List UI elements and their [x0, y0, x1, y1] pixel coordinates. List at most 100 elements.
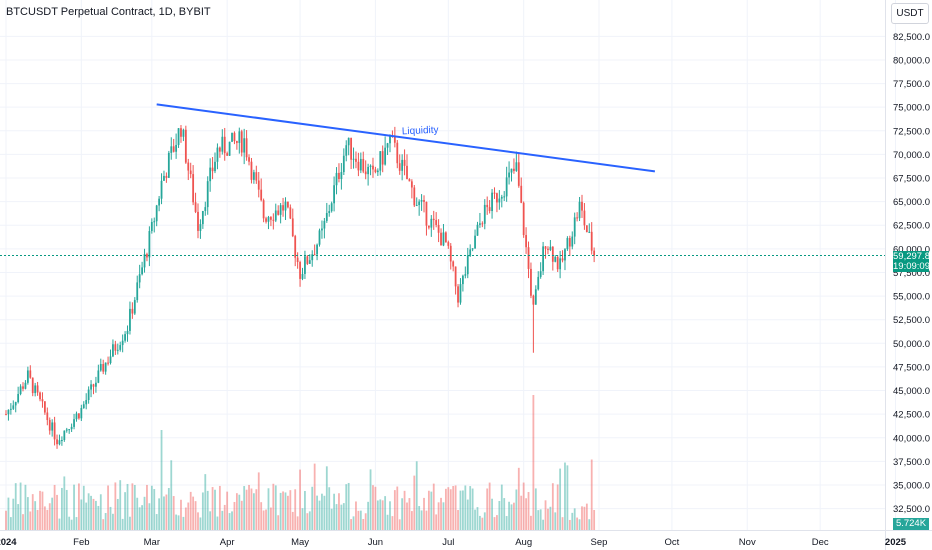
candle-body — [374, 169, 377, 173]
candle-body — [321, 228, 323, 231]
candle-body — [199, 224, 202, 231]
volume-bar — [372, 485, 374, 530]
volume-bar — [14, 483, 17, 530]
candle-body — [556, 256, 559, 270]
candle-body — [573, 217, 576, 237]
currency-selector[interactable]: USDT — [891, 3, 929, 24]
candle-body — [532, 295, 535, 305]
volume-bar — [197, 512, 199, 530]
volume-bar — [248, 484, 250, 530]
price-axis[interactable]: 32,500.0 35,000.0 37,500.0 40,000.0 42,500.0… — [893, 32, 930, 515]
price-tick-label: 40,000.0 — [893, 433, 930, 444]
volume-bar — [136, 497, 139, 530]
candle-body — [578, 201, 581, 219]
volume-bar — [17, 504, 20, 530]
candle-body — [423, 200, 425, 202]
volume-bar — [316, 495, 318, 530]
volume-bar — [9, 517, 12, 530]
volume-bar — [199, 517, 202, 530]
candle-body — [508, 172, 510, 178]
candle-body — [182, 129, 185, 137]
candle-body — [240, 131, 243, 153]
candle-body — [571, 236, 574, 247]
time-tick-label: 2024 — [0, 537, 17, 548]
volume-bar — [29, 511, 32, 530]
candle-body — [63, 430, 66, 440]
price-tick-label: 32,500.0 — [893, 504, 930, 515]
volume-bar — [551, 483, 554, 530]
volume-bar — [588, 519, 591, 530]
candle-body — [367, 166, 370, 175]
candle-body — [124, 334, 126, 341]
candle-body — [231, 132, 233, 142]
candle-body — [483, 204, 486, 224]
candle-body — [216, 147, 219, 162]
candle-body — [265, 218, 267, 222]
volume-bar — [510, 504, 513, 530]
candle-body — [31, 377, 34, 394]
volume-bar — [245, 489, 248, 530]
candle-body — [369, 165, 372, 167]
candle-body — [116, 349, 119, 351]
candle-body — [51, 422, 54, 431]
volume-bar — [566, 465, 569, 530]
price-tick-label: 77,500.0 — [893, 79, 930, 90]
volume-bar — [267, 488, 270, 530]
candle-body — [299, 261, 301, 279]
volume-bar — [216, 516, 219, 530]
volume-bar — [155, 514, 158, 530]
volume-bar — [284, 492, 287, 530]
candle-body — [544, 246, 547, 249]
trendline[interactable] — [156, 103, 656, 173]
candle-body — [345, 145, 348, 156]
volume-bar — [148, 503, 151, 530]
price-tick-label: 62,500.0 — [893, 221, 930, 232]
candle-body — [282, 205, 284, 211]
candle-body — [304, 256, 306, 274]
candle-body — [129, 308, 131, 331]
candle-body — [338, 172, 340, 180]
volume-bar — [36, 509, 39, 530]
candle-body — [352, 158, 355, 160]
volume-bar — [564, 462, 566, 530]
candle-body — [364, 171, 367, 175]
candle-body — [107, 362, 109, 364]
candle-body — [150, 222, 153, 232]
candle-body — [381, 151, 384, 165]
candle-body — [167, 152, 170, 178]
volume-bar — [308, 511, 311, 530]
volume-bar — [153, 489, 156, 530]
candle-body — [29, 370, 32, 378]
volume-bar — [226, 491, 229, 530]
candle-body — [204, 207, 207, 211]
candle-body — [520, 185, 523, 203]
chart-title: BTCUSDT Perpetual Contract, 1D, BYBIT — [6, 6, 211, 18]
candle-body — [267, 217, 270, 222]
volume-bar — [301, 508, 304, 530]
candle-body — [376, 170, 379, 173]
volume-bar — [418, 506, 421, 530]
volume-bar — [437, 502, 440, 530]
candle-body — [313, 254, 316, 256]
time-axis[interactable]: 2024 Feb Mar Apr May Jun Jul Aug Sep Oct Nov Dec 202… — [0, 537, 907, 548]
volume-bar — [364, 513, 367, 530]
volume-bar — [167, 488, 170, 530]
volume-bar — [503, 498, 506, 530]
volume-bar — [255, 489, 258, 530]
volume-bar — [192, 496, 195, 530]
candle-body — [355, 158, 357, 162]
volume-bar — [172, 496, 175, 530]
candle-body — [491, 192, 493, 212]
volume-bar — [24, 484, 27, 530]
price-tick-label: 60,000.0 — [893, 244, 930, 255]
volume-bar — [299, 469, 301, 530]
price-tick-label: 75,000.0 — [893, 103, 930, 114]
candle-body — [513, 168, 515, 171]
volume-bar — [593, 510, 596, 530]
time-tick-label: Jul — [442, 537, 454, 548]
volume-bar — [306, 513, 309, 530]
candle-body — [537, 276, 540, 290]
volume-bar — [272, 483, 275, 530]
volume-bar — [26, 497, 29, 530]
